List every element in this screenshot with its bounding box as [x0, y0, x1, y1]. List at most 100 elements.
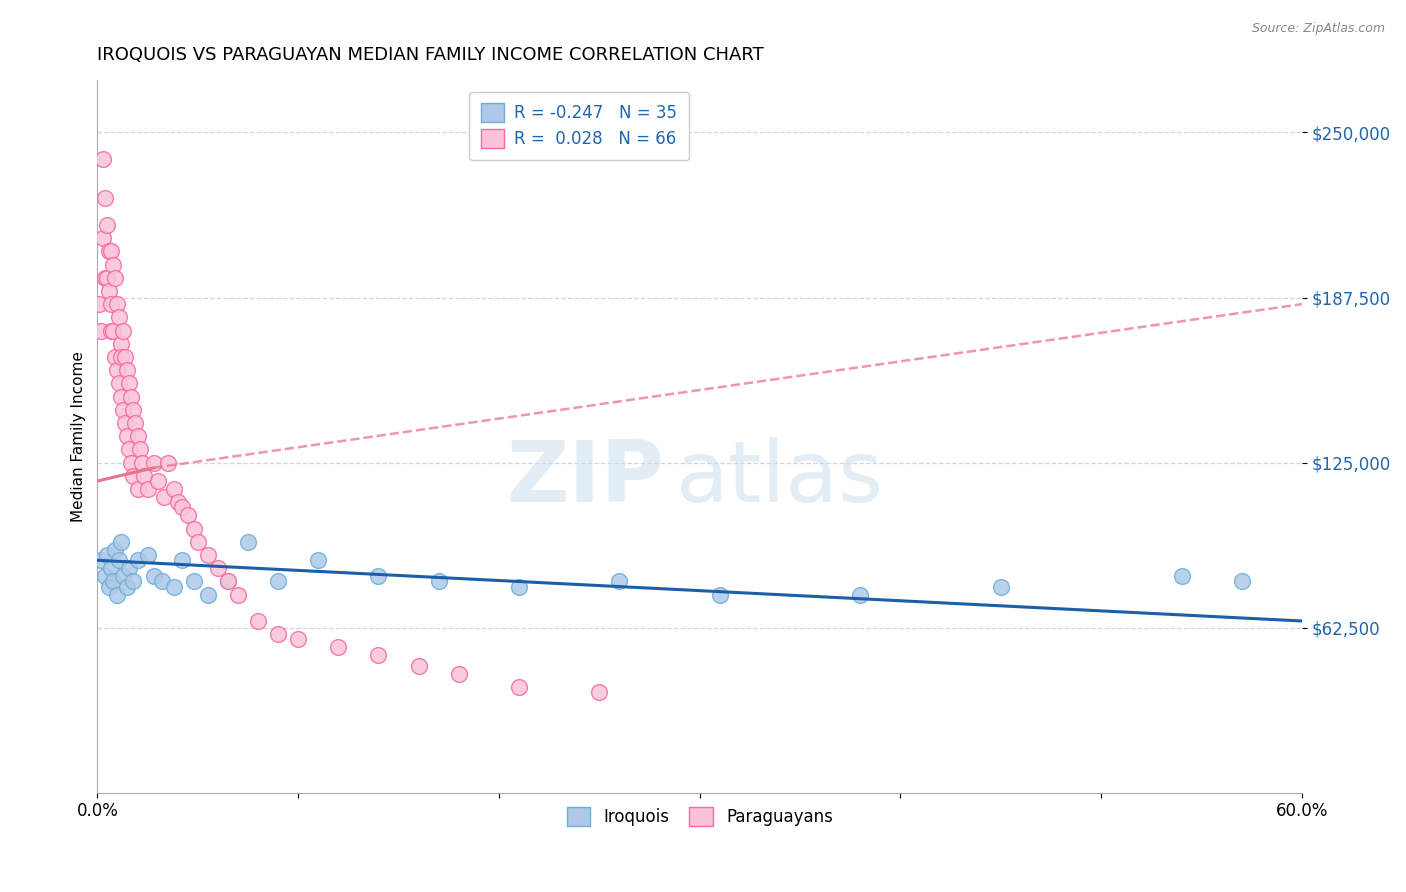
Text: Source: ZipAtlas.com: Source: ZipAtlas.com	[1251, 22, 1385, 36]
Point	[508, 580, 530, 594]
Point	[142, 456, 165, 470]
Point	[367, 648, 389, 663]
Point	[98, 284, 121, 298]
Point	[427, 574, 450, 589]
Point	[207, 561, 229, 575]
Point	[163, 482, 186, 496]
Point	[183, 574, 205, 589]
Point	[267, 574, 290, 589]
Point	[118, 561, 141, 575]
Point	[89, 297, 111, 311]
Point	[131, 456, 153, 470]
Point	[104, 542, 127, 557]
Point	[112, 324, 135, 338]
Point	[170, 500, 193, 515]
Point	[197, 588, 219, 602]
Point	[267, 627, 290, 641]
Point	[156, 456, 179, 470]
Text: IROQUOIS VS PARAGUAYAN MEDIAN FAMILY INCOME CORRELATION CHART: IROQUOIS VS PARAGUAYAN MEDIAN FAMILY INC…	[97, 46, 763, 64]
Point	[114, 416, 136, 430]
Point	[103, 324, 125, 338]
Point	[127, 482, 149, 496]
Point	[990, 580, 1012, 594]
Point	[121, 390, 143, 404]
Point	[136, 548, 159, 562]
Point	[121, 456, 143, 470]
Point	[408, 659, 430, 673]
Point	[96, 548, 118, 562]
Point	[110, 350, 132, 364]
Point	[128, 442, 150, 457]
Point	[96, 270, 118, 285]
Point	[122, 468, 145, 483]
Point	[122, 402, 145, 417]
Point	[108, 376, 131, 391]
Point	[1170, 569, 1192, 583]
Point	[367, 569, 389, 583]
Point	[94, 569, 117, 583]
Point	[100, 244, 122, 259]
Point	[132, 468, 155, 483]
Point	[122, 574, 145, 589]
Point	[104, 270, 127, 285]
Point	[163, 580, 186, 594]
Point	[90, 324, 112, 338]
Point	[100, 297, 122, 311]
Legend: Iroquois, Paraguayans: Iroquois, Paraguayans	[558, 798, 841, 834]
Point	[90, 553, 112, 567]
Point	[93, 231, 115, 245]
Point	[166, 495, 188, 509]
Point	[146, 474, 169, 488]
Point	[107, 588, 129, 602]
Point	[110, 336, 132, 351]
Point	[110, 534, 132, 549]
Point	[849, 588, 872, 602]
Point	[177, 508, 200, 523]
Point	[94, 270, 117, 285]
Point	[508, 680, 530, 694]
Point	[246, 614, 269, 628]
Point	[100, 324, 122, 338]
Point	[104, 350, 127, 364]
Point	[197, 548, 219, 562]
Point	[217, 574, 239, 589]
Point	[118, 442, 141, 457]
Point	[152, 490, 174, 504]
Point	[328, 640, 350, 655]
Point	[114, 350, 136, 364]
Point	[183, 522, 205, 536]
Point	[226, 588, 249, 602]
Point	[709, 588, 731, 602]
Point	[117, 580, 139, 594]
Point	[112, 569, 135, 583]
Point	[217, 574, 239, 589]
Point	[94, 192, 117, 206]
Point	[118, 376, 141, 391]
Y-axis label: Median Family Income: Median Family Income	[72, 351, 86, 522]
Point	[96, 218, 118, 232]
Point	[142, 569, 165, 583]
Point	[127, 553, 149, 567]
Point	[117, 363, 139, 377]
Point	[170, 553, 193, 567]
Text: ZIP: ZIP	[506, 437, 664, 520]
Point	[136, 482, 159, 496]
Point	[117, 429, 139, 443]
Point	[588, 685, 610, 699]
Point	[98, 580, 121, 594]
Point	[287, 632, 309, 647]
Point	[103, 574, 125, 589]
Point	[127, 429, 149, 443]
Point	[112, 402, 135, 417]
Text: atlas: atlas	[676, 437, 883, 520]
Point	[98, 244, 121, 259]
Point	[609, 574, 631, 589]
Point	[108, 310, 131, 325]
Point	[93, 152, 115, 166]
Point	[107, 363, 129, 377]
Point	[1230, 574, 1253, 589]
Point	[307, 553, 329, 567]
Point	[100, 561, 122, 575]
Point	[236, 534, 259, 549]
Point	[124, 416, 146, 430]
